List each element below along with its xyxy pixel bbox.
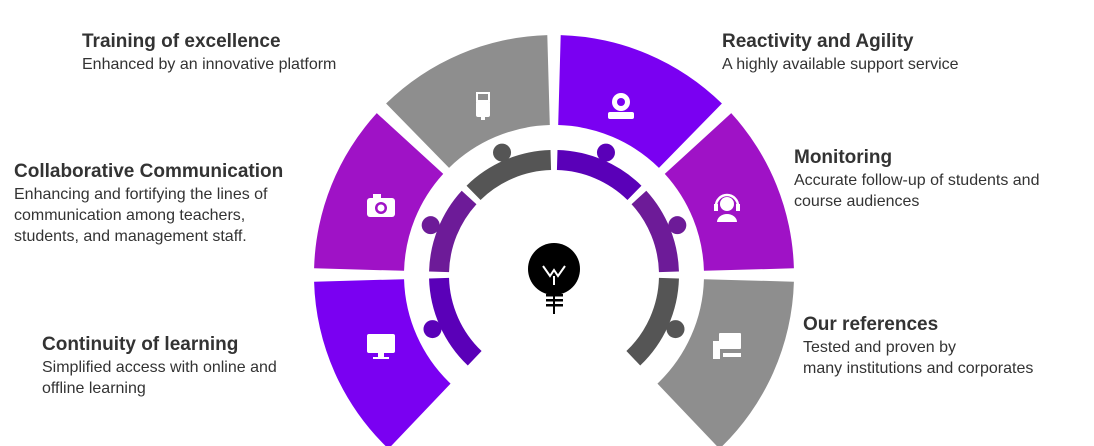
segment-wedge-4 (664, 113, 794, 271)
segment-title: Monitoring (794, 147, 893, 168)
segment-description: A highly available support service (722, 56, 959, 73)
segment-communication-text: Collaborative Communication Enhancing an… (14, 160, 314, 247)
segment-title: Our references (803, 314, 939, 335)
segment-title: Continuity of learning (42, 334, 239, 355)
webcam-icon (608, 93, 634, 119)
ring-notch-2 (423, 320, 442, 339)
segment-title: Training of excellence (82, 31, 281, 52)
ring-notch-4 (668, 216, 687, 235)
segment-title: Reactivity and Agility (722, 31, 914, 52)
segment-wedge-5 (657, 279, 794, 446)
segment-description: Enhanced by an innovative platform (82, 56, 337, 73)
inner-ring-arc-0 (466, 150, 552, 200)
segment-continuity-text: Continuity of learning Simplified access… (42, 333, 322, 399)
segment-description: Enhancing and fortifying the lines of co… (14, 186, 268, 245)
inner-ring-arc-5 (626, 277, 679, 366)
lightbulb-icon (528, 243, 580, 314)
segment-description: Tested and proven by many institutions a… (803, 339, 1034, 377)
segment-description: Simplified access with online and offlin… (42, 359, 277, 397)
ring-notch-3 (596, 143, 615, 162)
monitor-icon (367, 334, 395, 359)
headset-support-icon (714, 193, 740, 222)
ring-notch-1 (421, 216, 440, 235)
desktop-computer-icon (713, 333, 741, 359)
segment-description: Accurate follow-up of students and cours… (794, 172, 1040, 210)
segment-wedge-3 (558, 35, 722, 168)
ring-notch-0 (493, 143, 512, 162)
segment-monitoring-text: Monitoring Accurate follow-up of student… (794, 146, 1084, 212)
inner-ring-arc-3 (556, 150, 642, 200)
segment-references-text: Our references Tested and proven by many… (803, 313, 1083, 379)
segment-reactivity-text: Reactivity and Agility A highly availabl… (722, 30, 1022, 75)
usb-stick-icon (476, 92, 490, 120)
inner-ring-arc-4 (631, 190, 679, 273)
segment-wedge-1 (314, 113, 444, 271)
segment-wedge-0 (386, 35, 550, 168)
segment-training-text: Training of excellence Enhanced by an in… (82, 30, 382, 75)
inner-ring-arc-1 (429, 190, 477, 273)
segment-wedge-2 (314, 279, 451, 446)
segment-title: Collaborative Communication (14, 161, 284, 182)
inner-ring-arc-2 (429, 277, 482, 366)
camera-icon (367, 194, 395, 217)
ring-notch-5 (666, 320, 685, 339)
